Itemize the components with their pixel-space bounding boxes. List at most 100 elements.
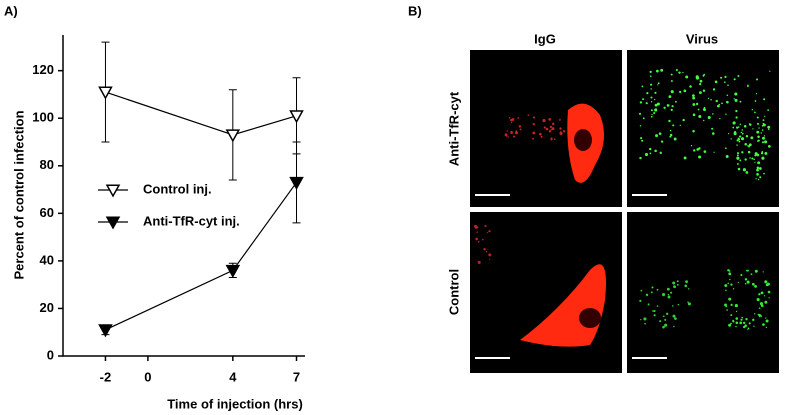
speckle: [481, 238, 484, 241]
speckle: [559, 131, 563, 135]
speckle: [737, 126, 740, 128]
speckle: [754, 284, 757, 288]
speckle: [724, 303, 727, 307]
speckle: [732, 288, 735, 290]
speckle: [682, 118, 685, 122]
speckle: [758, 293, 761, 296]
speckle: [756, 168, 759, 172]
speckle: [757, 178, 760, 181]
speckle: [740, 131, 743, 134]
speckle: [758, 307, 761, 309]
speckle: [651, 113, 653, 116]
speckle: [742, 168, 747, 172]
speckle: [727, 282, 729, 285]
speckle: [638, 112, 642, 115]
speckle: [514, 131, 519, 135]
marker: [98, 324, 113, 338]
marker: [289, 176, 304, 190]
speckle: [515, 130, 518, 133]
speckle: [693, 149, 696, 152]
speckle: [728, 323, 732, 327]
speckle: [652, 310, 654, 312]
speckle: [650, 96, 653, 99]
speckle: [748, 123, 751, 125]
speckle: [764, 280, 768, 284]
speckle: [485, 250, 488, 253]
speckle: [527, 114, 530, 116]
speckle: [725, 155, 729, 158]
speckle: [532, 123, 535, 126]
speckle: [730, 322, 732, 325]
speckle: [641, 139, 644, 142]
speckle: [721, 102, 723, 105]
speckle: [725, 113, 727, 115]
speckle: [662, 315, 665, 318]
speckle: [710, 98, 712, 101]
speckle: [737, 163, 739, 165]
speckle: [767, 145, 771, 148]
speckle: [654, 149, 657, 153]
speckle: [657, 84, 659, 86]
panel-label: B): [408, 3, 422, 18]
speckle: [658, 132, 662, 135]
column-label: Virus: [686, 31, 718, 46]
speckle: [682, 71, 684, 74]
speckle: [506, 130, 508, 132]
speckle: [724, 284, 728, 288]
speckle: [734, 98, 738, 102]
speckle: [735, 116, 738, 119]
speckle: [645, 102, 648, 105]
speckle: [488, 258, 491, 260]
speckle: [640, 289, 643, 292]
speckle: [747, 269, 749, 272]
legend-label: Anti-TfR-cyt inj.: [143, 213, 240, 228]
speckle: [663, 293, 666, 295]
speckle: [707, 97, 710, 99]
speckle: [735, 325, 737, 328]
speckle: [644, 152, 649, 157]
speckle: [741, 151, 744, 154]
speckle: [758, 167, 762, 170]
speckle: [745, 135, 749, 138]
speckle: [672, 124, 675, 127]
speckle: [715, 99, 718, 103]
speckle: [669, 129, 672, 132]
speckle: [699, 79, 703, 83]
speckle: [653, 98, 656, 101]
speckle: [752, 318, 755, 322]
speckle: [724, 75, 727, 78]
speckle: [517, 117, 520, 119]
speckle: [755, 178, 757, 180]
nucleus: [579, 308, 601, 328]
speckle: [644, 322, 646, 325]
speckle: [542, 118, 546, 123]
speckle: [673, 137, 677, 141]
speckle: [659, 320, 662, 323]
speckle: [730, 283, 733, 286]
speckle: [484, 224, 487, 228]
micrographs: [470, 50, 779, 373]
speckle: [765, 317, 767, 319]
speckle: [736, 156, 740, 160]
speckle: [656, 69, 659, 73]
speckle: [728, 297, 732, 301]
speckle: [747, 150, 751, 154]
speckle: [757, 122, 759, 125]
speckle: [651, 286, 654, 289]
speckle: [756, 116, 759, 119]
speckle: [746, 85, 749, 87]
legend-marker: [105, 216, 121, 230]
speckle: [712, 88, 716, 91]
y-tick-label: 20: [40, 300, 54, 315]
series-line: [105, 182, 297, 331]
speckle: [759, 176, 762, 179]
row-label: Anti-TfR-cyt: [446, 91, 461, 166]
speckle: [767, 109, 769, 111]
speckle: [725, 289, 727, 292]
row-label: Control: [446, 269, 461, 315]
speckle: [747, 327, 750, 330]
speckle: [642, 117, 645, 120]
speckle: [741, 132, 744, 135]
speckle: [654, 108, 658, 112]
speckle: [642, 98, 645, 101]
